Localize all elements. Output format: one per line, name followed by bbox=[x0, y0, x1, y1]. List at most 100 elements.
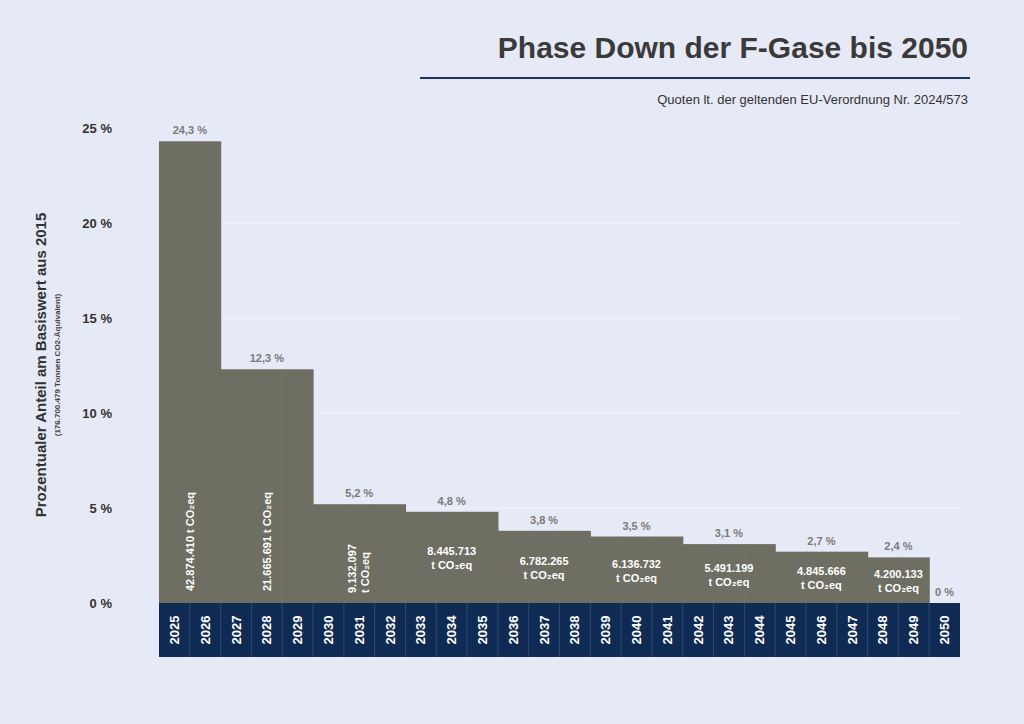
data-label: 3,1 % bbox=[715, 527, 743, 539]
x-separator bbox=[405, 603, 406, 657]
x-tick-label: 2041 bbox=[660, 616, 675, 645]
x-tick-label: 2050 bbox=[937, 616, 952, 645]
x-tick-label: 2049 bbox=[906, 616, 921, 645]
data-label: 5,2 % bbox=[345, 487, 373, 499]
x-tick-label: 2035 bbox=[475, 616, 490, 645]
amount-label: 6.136.732 t CO₂eq bbox=[612, 558, 661, 584]
x-tick-label: 2036 bbox=[506, 616, 521, 645]
x-separator bbox=[313, 603, 314, 657]
x-separator bbox=[805, 603, 806, 657]
x-tick-label: 2033 bbox=[413, 616, 428, 645]
x-separator bbox=[775, 603, 776, 657]
x-tick-label: 2039 bbox=[598, 616, 613, 645]
bar bbox=[652, 537, 683, 604]
data-label: 3,5 % bbox=[622, 520, 650, 532]
x-separator bbox=[836, 603, 837, 657]
x-tick-label: 2044 bbox=[752, 615, 767, 645]
bar bbox=[282, 369, 313, 603]
title: Phase Down der F-Gase bis 2050 bbox=[498, 31, 968, 64]
data-label: 0 % bbox=[935, 586, 954, 598]
x-tick-label: 2030 bbox=[321, 616, 336, 645]
amount-label-line: 6.782.265 bbox=[520, 555, 569, 567]
x-separator bbox=[251, 603, 252, 657]
x-axis-band bbox=[159, 603, 960, 657]
x-tick-label: 2031 bbox=[352, 616, 367, 645]
amount-label-line: t CO₂eq bbox=[524, 569, 565, 581]
amount-label: 8.445.713 t CO₂eq bbox=[427, 545, 476, 571]
y-tick-label: 0 % bbox=[90, 596, 113, 611]
y-axis-sublabel: (176.700.479 Tonnen CO2-Äquivalent) bbox=[53, 293, 62, 436]
chart: Phase Down der F-Gase bis 2050Quoten lt.… bbox=[0, 0, 1024, 724]
x-separator bbox=[929, 603, 930, 657]
x-separator bbox=[590, 603, 591, 657]
amount-label: 6.782.265 t CO₂eq bbox=[520, 555, 569, 581]
amount-label-line: t CO₂eq bbox=[616, 572, 657, 584]
amount-label-line: 5.491.199 bbox=[704, 562, 753, 574]
x-separator bbox=[744, 603, 745, 657]
y-tick-label: 25 % bbox=[82, 121, 112, 136]
data-label: 2,7 % bbox=[807, 535, 835, 547]
bar bbox=[621, 537, 652, 604]
labels: 24,3 %42.874.410 t CO₂eq12,3 %21.665.691… bbox=[173, 124, 955, 598]
amount-label: 9.132.097t CO₂eq bbox=[346, 544, 371, 593]
bar bbox=[313, 504, 344, 603]
title-rule bbox=[420, 77, 970, 79]
x-separator bbox=[651, 603, 652, 657]
x-separator bbox=[559, 603, 560, 657]
amount-label: 4.200.133 t CO₂eq bbox=[874, 568, 923, 594]
x-separator bbox=[436, 603, 437, 657]
x-tick-label: 2046 bbox=[814, 616, 829, 645]
bar bbox=[251, 369, 282, 603]
bar bbox=[590, 537, 621, 604]
amount-label-line: t CO₂eq bbox=[359, 552, 371, 593]
x-tick-label: 2026 bbox=[198, 616, 213, 645]
x-separator bbox=[713, 603, 714, 657]
x-axis: 2025202620272028202920302031203220332034… bbox=[159, 603, 960, 657]
x-separator bbox=[374, 603, 375, 657]
x-separator bbox=[621, 603, 622, 657]
x-tick-label: 2042 bbox=[691, 616, 706, 645]
y-tick-label: 15 % bbox=[82, 311, 112, 326]
amount-label: 4.845.666t CO₂eq bbox=[797, 565, 846, 591]
grid-line bbox=[159, 128, 960, 129]
x-separator bbox=[898, 603, 899, 657]
bar bbox=[929, 603, 960, 604]
data-label: 4,8 % bbox=[438, 495, 466, 507]
amount-label-line: 4.200.133 bbox=[874, 568, 923, 580]
amount-label-line: t CO₂eq bbox=[801, 579, 842, 591]
x-tick-label: 2032 bbox=[383, 616, 398, 645]
bar bbox=[221, 369, 252, 603]
background bbox=[0, 0, 1024, 724]
x-separator bbox=[528, 603, 529, 657]
amount-label: 42.874.410 t CO₂eq bbox=[184, 492, 196, 591]
x-separator bbox=[467, 603, 468, 657]
amount-label-line: 6.136.732 bbox=[612, 558, 661, 570]
x-tick-label: 2043 bbox=[721, 616, 736, 645]
x-tick-label: 2025 bbox=[167, 616, 182, 645]
amount-label-line: 9.132.097 bbox=[346, 544, 358, 593]
y-tick-label: 10 % bbox=[82, 406, 112, 421]
x-tick-label: 2045 bbox=[783, 616, 798, 645]
grid-line bbox=[159, 318, 960, 319]
x-separator bbox=[867, 603, 868, 657]
amount-label-line: t CO₂eq bbox=[431, 559, 472, 571]
x-tick-label: 2037 bbox=[537, 616, 552, 645]
amount-label-line: 8.445.713 bbox=[427, 545, 476, 557]
x-separator bbox=[682, 603, 683, 657]
x-tick-label: 2040 bbox=[629, 616, 644, 645]
bar bbox=[344, 504, 375, 603]
y-tick-label: 5 % bbox=[90, 501, 113, 516]
data-label: 24,3 % bbox=[173, 124, 207, 136]
y-tick-label: 20 % bbox=[82, 216, 112, 231]
amount-label: 5.491.199 t CO₂eq bbox=[704, 562, 753, 588]
data-label: 12,3 % bbox=[250, 352, 284, 364]
x-tick-label: 2047 bbox=[845, 616, 860, 645]
amount-label-line: t CO₂eq bbox=[708, 576, 749, 588]
x-separator bbox=[220, 603, 221, 657]
amount-label-line: t CO₂eq bbox=[878, 582, 919, 594]
x-separator bbox=[497, 603, 498, 657]
data-label: 2,4 % bbox=[884, 540, 912, 552]
x-tick-label: 2027 bbox=[229, 616, 244, 645]
bars bbox=[159, 141, 930, 603]
x-tick-label: 2029 bbox=[290, 616, 305, 645]
